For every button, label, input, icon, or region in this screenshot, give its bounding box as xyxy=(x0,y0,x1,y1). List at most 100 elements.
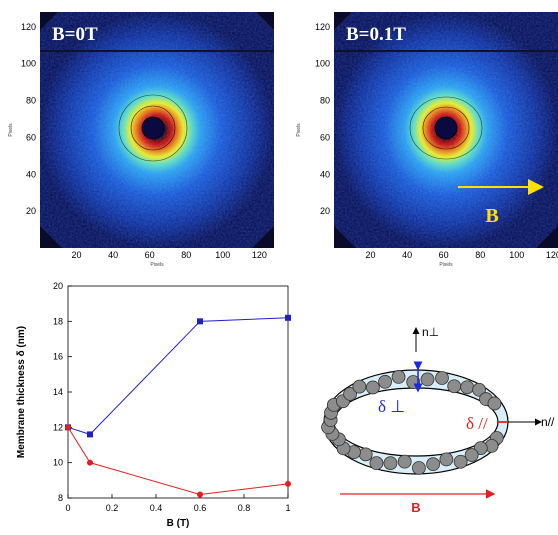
heatmap-b0-ytick-80: 80 xyxy=(26,96,36,106)
delta-par-label: δ // xyxy=(466,414,488,433)
heatmap-b01-ytick-20: 20 xyxy=(320,206,330,216)
membrane-particle xyxy=(411,461,426,475)
delta-perp-label: δ ⊥ xyxy=(378,397,405,416)
heatmap-b01-xlabel: Pixels xyxy=(439,262,453,268)
heatmap-b0-xtick-120: 120 xyxy=(252,250,267,260)
thickness-chart: 0 0.2 0.4 0.6 0.8 1 8 10 12 14 16 18 20 B (T) Membr… xyxy=(16,281,291,529)
heatmap-b0-beamstop xyxy=(141,116,165,140)
thickness-chart-ytick-8: 8 xyxy=(58,493,63,503)
heatmap-b0-yticks: 20 40 60 80 100 120 xyxy=(21,22,36,216)
membrane-particle xyxy=(464,448,479,462)
thickness-chart-series-1-point xyxy=(197,491,203,498)
heatmap-b01-field-label: B xyxy=(485,205,498,227)
membrane-particle xyxy=(365,380,380,395)
heatmap-b01-xtick-80: 80 xyxy=(475,250,485,260)
heatmap-b0-contour-outer xyxy=(118,94,188,162)
thickness-chart-series-0-point xyxy=(197,318,203,325)
thickness-chart-ytick-20: 20 xyxy=(53,281,63,291)
heatmap-b0-ytick-20: 20 xyxy=(26,206,36,216)
membrane-particle xyxy=(343,387,358,401)
heatmap-b0-xlabel: Pixels xyxy=(150,262,164,268)
heatmap-b0-ytick-60: 60 xyxy=(26,132,36,142)
membrane-particle xyxy=(426,457,441,472)
thickness-chart-xtick-0.2: 0.2 xyxy=(106,503,119,513)
heatmap-b01-contour-mid xyxy=(422,106,470,150)
heatmap-b0-xtick-40: 40 xyxy=(108,250,118,260)
thickness-chart-series-0-point xyxy=(87,431,93,438)
heatmap-b01-yticks: 20 40 60 80 100 120 xyxy=(315,22,330,216)
heatmap-b0: B=0T 20 40 60 80 100 120 20 40 60 80 100 120 Pixel… xyxy=(8,12,274,268)
membrane-particle xyxy=(391,369,406,384)
heatmap-b01-xticks: 20 40 60 80 100 120 xyxy=(366,250,558,260)
heatmap-b0-ytick-120: 120 xyxy=(21,22,36,32)
heatmap-b0-title: B=0T xyxy=(52,24,98,45)
heatmap-b01-ytick-80: 80 xyxy=(320,96,330,106)
thickness-chart-ytick-10: 10 xyxy=(53,458,63,468)
heatmap-b01-title: B=0.1T xyxy=(346,24,406,45)
membrane-particle xyxy=(358,447,373,462)
thickness-chart-series-1-point xyxy=(87,459,93,466)
membrane-particle xyxy=(378,374,392,389)
thickness-chart-xlabel: B (T) xyxy=(167,518,190,529)
heatmap-b0-xtick-20: 20 xyxy=(72,250,82,260)
heatmap-b01-ytick-60: 60 xyxy=(320,132,330,142)
thickness-chart-ytick-16: 16 xyxy=(53,352,63,362)
heatmap-b01-xtick-100: 100 xyxy=(509,250,524,260)
thickness-chart-xtick-0.6: 0.6 xyxy=(194,503,207,513)
membrane-particle xyxy=(487,396,502,411)
thickness-chart-ytick-14: 14 xyxy=(53,387,63,397)
heatmap-b01-contour-outer xyxy=(409,96,483,160)
thickness-chart-series-0-point xyxy=(285,314,291,321)
thickness-chart-series-1-point xyxy=(65,424,71,431)
heatmap-b01-xtick-60: 60 xyxy=(439,250,449,260)
membrane-particle xyxy=(453,454,468,469)
heatmap-b01-xtick-120: 120 xyxy=(546,250,558,260)
normal-perp-label: n⊥ xyxy=(422,325,439,339)
thickness-chart-yticks: 8 10 12 14 16 18 20 xyxy=(53,281,72,503)
membrane-particle xyxy=(435,371,449,385)
heatmap-b01: B=0.1T B 20 40 60 80 100 120 20 40 60 80 100 120 P… xyxy=(296,12,558,268)
membrane-particle xyxy=(420,372,435,387)
heatmap-b01-beamstop xyxy=(434,116,458,140)
thickness-chart-xtick-0.4: 0.4 xyxy=(150,503,163,513)
field-label: B xyxy=(411,500,420,515)
thickness-chart-xtick-0.8: 0.8 xyxy=(238,503,251,513)
thickness-chart-ylabel: Membrane thickness δ (nm) xyxy=(16,326,27,458)
heatmap-b01-ytick-100: 100 xyxy=(315,59,330,69)
membrane-particle xyxy=(352,379,367,394)
membrane-particle xyxy=(447,379,462,394)
thickness-chart-xtick-1: 1 xyxy=(285,503,290,513)
thickness-chart-frame xyxy=(67,285,289,499)
membrane-particle xyxy=(383,456,398,471)
normal-par-label: n// xyxy=(541,415,555,429)
heatmap-b01-ylabel: Pixels xyxy=(296,123,302,137)
heatmap-b0-ytick-100: 100 xyxy=(21,59,36,69)
heatmap-b0-xtick-80: 80 xyxy=(181,250,191,260)
membrane-particle xyxy=(397,454,412,469)
thickness-chart-series-0-line xyxy=(67,317,289,435)
heatmap-b0-contour-mid xyxy=(130,105,176,151)
membrane-particle xyxy=(439,452,454,467)
heatmap-b0-xtick-100: 100 xyxy=(215,250,230,260)
thickness-chart-xtick-0: 0 xyxy=(65,503,70,513)
thickness-chart-series xyxy=(65,314,291,498)
heatmap-b01-ytick-120: 120 xyxy=(315,22,330,32)
heatmap-b0-ytick-40: 40 xyxy=(26,169,36,179)
heatmap-b0-xtick-60: 60 xyxy=(145,250,155,260)
membrane-particle xyxy=(460,380,475,395)
thickness-chart-series-1-line xyxy=(67,427,289,495)
membrane-particles xyxy=(321,369,504,475)
membrane-diagram: n⊥ δ ⊥ n// δ // B xyxy=(321,325,555,515)
membrane-particle xyxy=(473,441,488,456)
heatmap-b01-ytick-40: 40 xyxy=(320,169,330,179)
heatmap-b0-ylabel: Pixels xyxy=(8,123,14,137)
membrane-particle xyxy=(472,382,487,397)
thickness-chart-ytick-12: 12 xyxy=(53,422,63,432)
thickness-chart-ytick-18: 18 xyxy=(53,316,63,326)
heatmap-b0-xticks: 20 40 60 80 100 120 xyxy=(72,250,267,260)
thickness-chart-series-1-point xyxy=(285,480,291,487)
membrane-particle xyxy=(369,456,384,471)
heatmap-b01-xtick-40: 40 xyxy=(402,250,412,260)
heatmap-b01-xtick-20: 20 xyxy=(366,250,376,260)
